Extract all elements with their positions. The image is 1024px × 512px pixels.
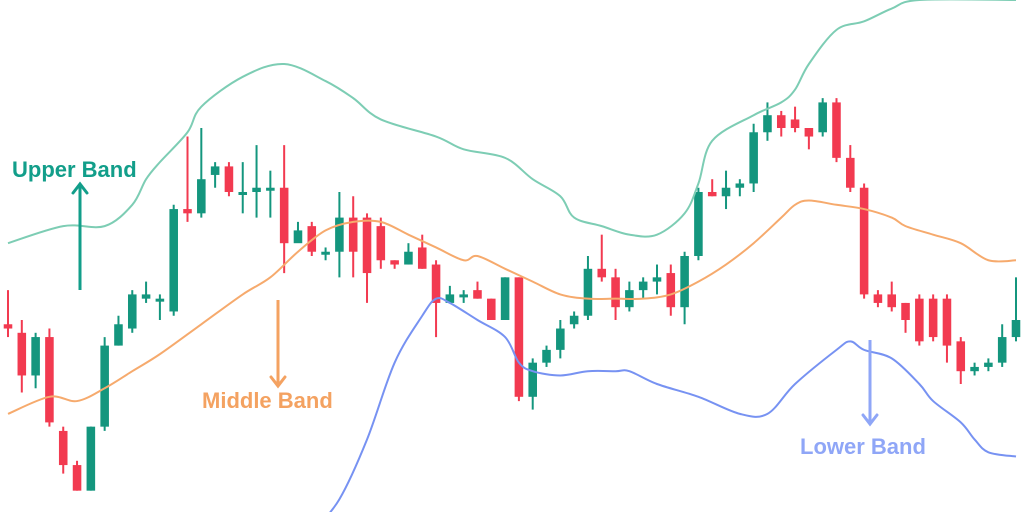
- candle-up: [169, 209, 178, 312]
- candle-up: [652, 277, 662, 282]
- candle-up: [542, 349, 551, 363]
- candle-up: [970, 366, 979, 372]
- candle-down: [487, 298, 496, 320]
- lower-band-arrowhead: [861, 413, 879, 427]
- candle-down: [859, 187, 869, 295]
- candle-down: [597, 268, 607, 278]
- candle-down: [832, 102, 841, 158]
- candle-up: [127, 294, 137, 329]
- upper-band-label: Upper Band: [12, 157, 137, 182]
- upper-band-line: [7, 0, 1016, 245]
- upper-band-arrowhead: [71, 181, 89, 195]
- candle-up: [680, 256, 689, 308]
- candle-down: [45, 337, 54, 423]
- candle-down: [790, 119, 800, 128]
- candle-down: [887, 294, 897, 308]
- annotations-group: Upper Band Middle Band Lower Band: [12, 157, 926, 459]
- candle-up: [100, 345, 109, 427]
- candle-down: [928, 298, 938, 338]
- candle-down: [183, 209, 192, 214]
- candle-up: [293, 230, 303, 244]
- candle-up: [404, 251, 413, 265]
- candle-up: [528, 362, 537, 397]
- candle-up: [818, 102, 827, 133]
- candle-down: [804, 128, 814, 137]
- candle-up: [694, 192, 703, 256]
- candle-down: [58, 430, 68, 466]
- candle-down: [348, 217, 358, 252]
- candle-down: [611, 277, 620, 308]
- candle-up: [197, 179, 206, 214]
- candle-up: [583, 268, 593, 316]
- candle-down: [390, 260, 399, 265]
- candle-up: [114, 324, 123, 346]
- candle-down: [915, 298, 924, 342]
- candle-up: [31, 337, 40, 376]
- candle-down: [376, 226, 386, 261]
- candle-down: [707, 192, 717, 197]
- candle-up: [335, 217, 344, 252]
- candle-down: [431, 264, 441, 303]
- candle-down: [666, 273, 676, 308]
- candle-up: [763, 115, 772, 133]
- candle-down: [514, 277, 524, 397]
- candle-down: [776, 115, 786, 128]
- candle-up: [86, 426, 96, 491]
- candle-down: [17, 332, 27, 376]
- candle-up: [749, 132, 758, 184]
- candle-down: [942, 298, 952, 346]
- candle-down: [3, 324, 13, 329]
- candle-down: [362, 217, 372, 274]
- candle-up: [321, 251, 330, 255]
- candle-down: [417, 247, 427, 269]
- middle-band-arrowhead: [269, 375, 287, 389]
- lower-band-line: [329, 296, 1017, 512]
- candle-down: [956, 341, 966, 372]
- candle-up: [638, 281, 648, 291]
- candle-up: [500, 277, 510, 320]
- candle-down: [72, 465, 82, 491]
- candle-up: [141, 294, 151, 299]
- candle-up: [735, 183, 745, 188]
- candle-up: [997, 337, 1007, 363]
- candle-down: [846, 157, 855, 188]
- candle-up: [1011, 320, 1021, 338]
- candle-up: [445, 294, 455, 303]
- candle-up: [556, 328, 565, 350]
- candle-up: [252, 187, 261, 192]
- candle-up: [984, 362, 993, 367]
- candle-up: [266, 187, 275, 191]
- candle-up: [155, 298, 165, 302]
- candlesticks-group: [3, 98, 1021, 491]
- candle-up: [459, 294, 468, 298]
- candle-down: [873, 294, 883, 303]
- candle-down: [901, 302, 910, 320]
- candle-up: [569, 315, 579, 325]
- candle-up: [238, 192, 248, 195]
- candle-up: [210, 166, 220, 175]
- candle-down: [279, 187, 289, 244]
- middle-band-line: [7, 199, 1017, 415]
- lower-band-label: Lower Band: [800, 434, 926, 459]
- candle-up: [721, 187, 731, 197]
- candle-down: [224, 166, 234, 192]
- bands-group: [7, 0, 1017, 512]
- middle-band-label: Middle Band: [202, 388, 333, 413]
- candle-down: [473, 290, 482, 299]
